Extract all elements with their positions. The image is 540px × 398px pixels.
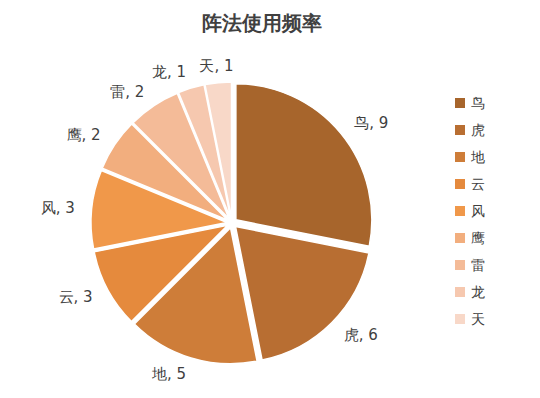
pie bbox=[91, 82, 372, 364]
legend: 鸟虎地云风鹰雷龙天 bbox=[455, 95, 485, 327]
title: 阵法使用频率 bbox=[202, 11, 322, 35]
legend-label: 鸟 bbox=[471, 95, 485, 111]
legend-label: 雷 bbox=[471, 257, 485, 273]
pie-slice bbox=[236, 84, 372, 247]
data-label: 风, 3 bbox=[41, 199, 75, 217]
legend-swatch bbox=[455, 287, 465, 297]
legend-swatch bbox=[455, 260, 465, 270]
data-label: 虎, 6 bbox=[344, 326, 378, 344]
data-label: 鹰, 2 bbox=[67, 126, 101, 144]
data-label: 云, 3 bbox=[59, 288, 93, 306]
legend-label: 云 bbox=[471, 176, 485, 192]
data-label: 雷, 2 bbox=[110, 83, 144, 101]
legend-swatch bbox=[455, 206, 465, 216]
pie-slice bbox=[205, 82, 232, 218]
data-label: 天, 1 bbox=[199, 57, 233, 75]
data-label: 鸟, 9 bbox=[354, 114, 388, 132]
legend-label: 风 bbox=[471, 203, 485, 219]
legend-label: 天 bbox=[471, 311, 485, 327]
chart: 阵法使用频率鸟, 9 虎, 6 地, 5 云, 3 风, 3 鹰, 2 雷, 2 龙, 1 天,… bbox=[0, 0, 540, 398]
data-label: 地, 5 bbox=[151, 365, 186, 383]
legend-swatch bbox=[455, 152, 465, 162]
legend-label: 鹰 bbox=[471, 230, 485, 246]
legend-label: 龙 bbox=[471, 284, 485, 300]
legend-swatch bbox=[455, 233, 465, 243]
legend-swatch bbox=[455, 125, 465, 135]
legend-swatch bbox=[455, 98, 465, 108]
legend-swatch bbox=[455, 179, 465, 189]
legend-label: 虎 bbox=[471, 122, 485, 138]
legend-label: 地 bbox=[470, 149, 485, 165]
data-label: 龙, 1 bbox=[152, 63, 186, 81]
data-labels: 鸟, 9 虎, 6 地, 5 云, 3 风, 3 鹰, 2 雷, 2 龙, 1 天, 1 bbox=[41, 57, 389, 383]
legend-swatch bbox=[455, 314, 465, 324]
